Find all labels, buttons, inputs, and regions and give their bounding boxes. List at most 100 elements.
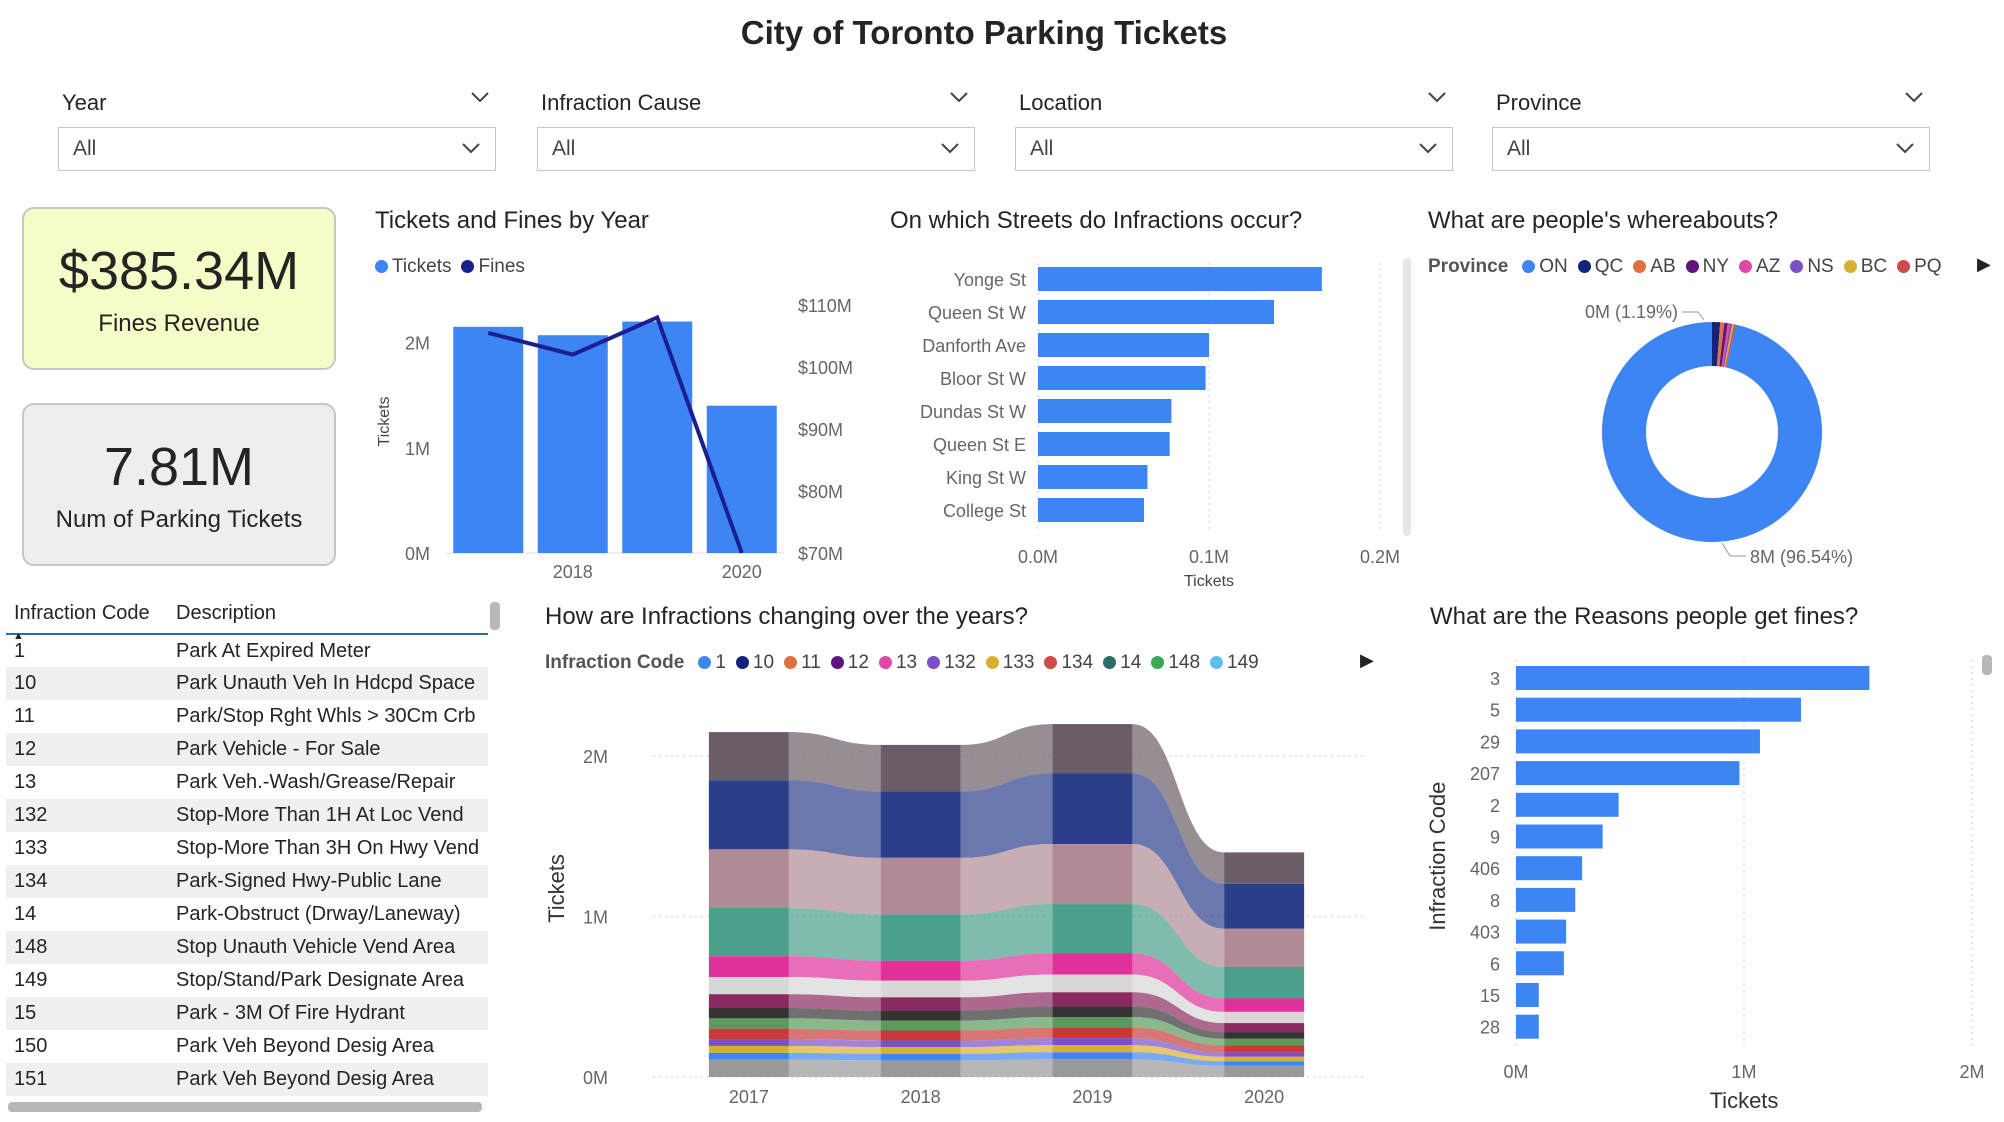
ribbon-band[interactable] [788, 956, 881, 981]
stack-segment[interactable] [708, 849, 789, 908]
ribbon-band[interactable] [1132, 724, 1225, 884]
table-scrollbar[interactable] [490, 602, 500, 630]
table-row[interactable]: 14 Park-Obstruct (Drway/Laneway) [6, 898, 488, 931]
stack-segment[interactable] [1052, 974, 1133, 993]
ribbon-band[interactable] [960, 904, 1053, 961]
ribbon-band[interactable] [960, 844, 1053, 915]
legend-item[interactable]: PQ [1897, 256, 1942, 278]
ribbon-band[interactable] [788, 994, 881, 1011]
bar-street[interactable] [1038, 465, 1148, 489]
stack-segment[interactable] [708, 956, 789, 977]
ribbon-band[interactable] [1132, 953, 1225, 1012]
legend-item[interactable]: 149 [1210, 652, 1259, 674]
chevron-down-icon[interactable] [940, 137, 960, 161]
stack-segment[interactable] [1224, 1011, 1305, 1024]
bar-tickets[interactable] [706, 405, 777, 553]
stack-segment[interactable] [708, 994, 789, 1009]
ribbon-band[interactable] [960, 992, 1053, 1011]
stack-segment[interactable] [708, 1045, 789, 1053]
stack-segment[interactable] [1224, 852, 1305, 884]
ribbon-band[interactable] [1132, 974, 1225, 1024]
streets-chart[interactable]: Yonge St Queen St W Danforth Ave Bloor St W… [880, 258, 1420, 593]
stack-segment[interactable] [880, 1047, 961, 1054]
ribbon-band[interactable] [788, 1045, 881, 1054]
stack-segment[interactable] [1224, 1052, 1305, 1057]
ribbon-band[interactable] [1132, 1006, 1225, 1039]
table-row[interactable]: 151 Park Veh Beyond Desig Area [6, 1063, 488, 1096]
legend-next-icon[interactable]: ▶ [1360, 650, 1374, 670]
ribbon-band[interactable] [788, 732, 881, 792]
ribbon-band[interactable] [788, 849, 881, 915]
bar-reason[interactable] [1516, 1014, 1539, 1039]
table-row[interactable]: 134 Park-Signed Hwy-Public Lane [6, 865, 488, 898]
legend-item[interactable]: BC [1843, 256, 1887, 278]
stack-segment[interactable] [880, 960, 961, 981]
table-row[interactable]: 15 Park - 3M Of Fire Hydrant [6, 997, 488, 1030]
ribbon-band[interactable] [788, 1008, 881, 1021]
legend-item-fines[interactable]: Fines [461, 256, 525, 278]
legend-item-tickets[interactable]: Tickets [375, 256, 451, 278]
stack-segment[interactable] [1052, 904, 1133, 954]
stack-segment[interactable] [880, 1060, 961, 1077]
ribbon-band[interactable] [960, 1017, 1053, 1031]
chevron-down-icon[interactable] [1904, 84, 1924, 110]
bar-street[interactable] [1038, 498, 1145, 522]
legend-item[interactable]: 132 [927, 652, 976, 674]
slice-province[interactable] [1725, 324, 1736, 368]
bar-tickets[interactable] [622, 321, 693, 553]
ribbon-band[interactable] [788, 1039, 881, 1048]
table-row[interactable]: 133 Stop-More Than 3H On Hwy Vend [6, 832, 488, 865]
table-row[interactable]: 10 Park Unauth Veh In Hdcpd Space [6, 667, 488, 700]
ribbon-band[interactable] [1132, 1027, 1225, 1053]
ribbon-band[interactable] [960, 1027, 1053, 1041]
bar-reason[interactable] [1516, 951, 1564, 976]
bar-street[interactable] [1038, 300, 1274, 324]
stack-segment[interactable] [880, 914, 961, 961]
trend-legend[interactable]: Infraction Code 1 10 11 12 13 132 133 134 14 148 14… [545, 652, 1259, 674]
chevron-down-icon[interactable] [1418, 137, 1438, 161]
legend-item[interactable]: AB [1633, 256, 1676, 278]
slice-province[interactable] [1719, 322, 1728, 367]
table-row[interactable]: 132 Stop-More Than 1H At Loc Vend [6, 799, 488, 832]
stack-segment[interactable] [880, 980, 961, 998]
bar-street[interactable] [1038, 432, 1170, 456]
table-row[interactable]: 12 Park Vehicle - For Sale [6, 733, 488, 766]
slice-province[interactable] [1716, 322, 1725, 367]
legend-item[interactable]: ON [1522, 256, 1568, 278]
legend-item[interactable]: 148 [1151, 652, 1200, 674]
ribbon-band[interactable] [788, 976, 881, 998]
infraction-code-table[interactable]: Infraction Code Description 1 Park At Exp… [6, 598, 496, 1110]
bar-reason[interactable] [1516, 697, 1801, 722]
tickets-count-card[interactable]: 7.81M Num of Parking Tickets [22, 403, 336, 566]
stack-segment[interactable] [880, 857, 961, 915]
slice-province[interactable] [1724, 323, 1735, 368]
slicer-dropdown[interactable]: All [1492, 127, 1930, 171]
slicer-dropdown[interactable]: All [1015, 127, 1453, 171]
stack-segment[interactable] [708, 1008, 789, 1019]
stack-segment[interactable] [1224, 998, 1305, 1012]
stack-segment[interactable] [1224, 1045, 1305, 1053]
stack-segment[interactable] [708, 1039, 789, 1046]
bar-reason[interactable] [1516, 824, 1603, 849]
ribbon-band[interactable] [1132, 1052, 1225, 1066]
stack-segment[interactable] [1052, 1027, 1133, 1039]
legend-item[interactable]: QC [1577, 256, 1623, 278]
stack-segment[interactable] [1224, 1061, 1305, 1066]
ribbon-band[interactable] [1132, 1038, 1225, 1057]
slice-province[interactable] [1722, 323, 1733, 368]
bar-reason[interactable] [1516, 919, 1567, 944]
stack-segment[interactable] [1224, 1023, 1305, 1033]
bar-tickets[interactable] [453, 326, 524, 553]
ribbon-band[interactable] [960, 773, 1053, 858]
slicer-dropdown[interactable]: All [58, 127, 496, 171]
slice-on[interactable] [1602, 322, 1822, 542]
stack-segment[interactable] [880, 1053, 961, 1061]
bar-reason[interactable] [1516, 856, 1583, 881]
ribbon-band[interactable] [960, 1052, 1053, 1061]
stack-segment[interactable] [1052, 1038, 1133, 1046]
streets-scrollbar[interactable] [1403, 258, 1411, 536]
ribbon-band[interactable] [788, 1028, 881, 1041]
stack-segment[interactable] [1224, 928, 1305, 967]
ribbon-band[interactable] [960, 953, 1053, 981]
